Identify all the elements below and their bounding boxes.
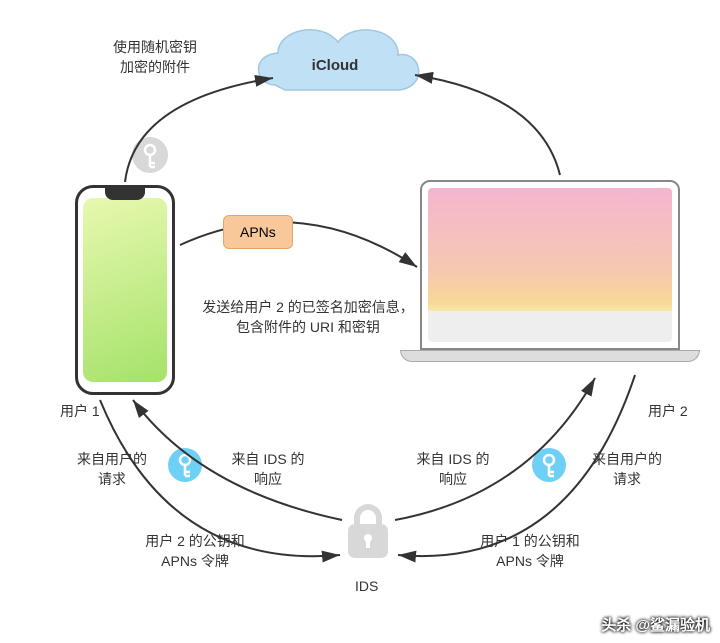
lock-icon (348, 504, 388, 558)
label-user1: 用户 1 (60, 402, 100, 422)
label-user2: 用户 2 (648, 402, 688, 422)
phone-user1 (75, 185, 175, 395)
label-attachment: 使用随机密钥 加密的附件 (100, 38, 210, 77)
key-icon-top (132, 137, 168, 173)
arrow-laptop-cloud (415, 75, 560, 175)
laptop-user2 (420, 180, 700, 362)
watermark: 头杀 @鲨漏验机 (601, 614, 710, 635)
label-ids: IDS (355, 577, 378, 597)
label-pubkey-left: 用户 2 的公钥和 APNs 令牌 (120, 532, 270, 571)
label-req-left: 来自用户的 请求 (62, 450, 162, 489)
label-req-right: 来自用户的 请求 (577, 450, 677, 489)
label-pubkey-right: 用户 1 的公钥和 APNs 令牌 (455, 532, 605, 571)
label-signed-msg: 发送给用户 2 的已签名加密信息， 包含附件的 URI 和密钥 (168, 298, 448, 337)
icloud-node: iCloud (258, 30, 418, 90)
apns-node: APNs (223, 215, 293, 249)
icloud-label: iCloud (312, 57, 359, 74)
label-resp-left: 来自 IDS 的 响应 (213, 450, 323, 489)
label-resp-right: 来自 IDS 的 响应 (398, 450, 508, 489)
arrow-phone-laptop (180, 222, 417, 267)
